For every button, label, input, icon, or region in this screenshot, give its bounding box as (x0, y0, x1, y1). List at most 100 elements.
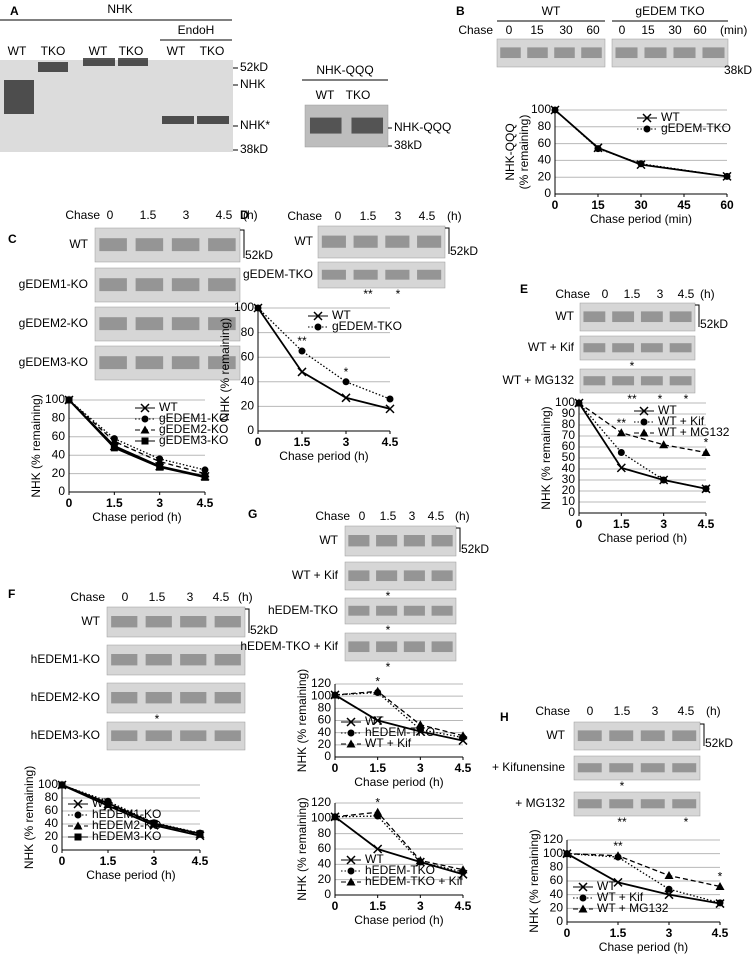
time-label: 1.5 (149, 590, 166, 604)
y-tick-label: 20 (538, 169, 552, 183)
x-tick-label: 4.5 (455, 899, 472, 913)
x-tick-label: 0 (576, 517, 583, 531)
blot-band (609, 799, 634, 809)
blot-band (403, 641, 425, 653)
y-tick-label: 0 (324, 887, 331, 901)
blot-band (83, 58, 115, 66)
significance: * (386, 623, 391, 637)
legend-marker (74, 811, 82, 819)
point (297, 367, 307, 377)
time-label: 0 (122, 590, 129, 604)
blot (94, 306, 241, 342)
point (415, 720, 425, 729)
blot-band (581, 47, 602, 59)
unit-label: (min) (720, 23, 747, 37)
legend-marker (346, 877, 356, 886)
legend-marker (314, 323, 322, 331)
point (613, 877, 623, 887)
y-tick-label: 100 (543, 846, 563, 860)
x-tick-label: 4.5 (698, 517, 715, 531)
legend-label: hEDEM2-KO (92, 818, 161, 832)
blot-band (385, 235, 410, 248)
blot-band (353, 235, 378, 248)
group-label: gEDEM TKO (635, 4, 704, 18)
x-tick-label: 0 (332, 899, 339, 913)
legend-label: WT (597, 879, 616, 893)
series-line (554, 109, 728, 178)
blot-band (640, 763, 665, 773)
point (330, 690, 340, 699)
size-marker: 38kD (240, 142, 268, 156)
lane-label: TKO (41, 44, 66, 58)
y-tick-label: 60 (550, 873, 564, 887)
marker-bracket (700, 723, 705, 746)
blot-band (118, 58, 148, 66)
row-label: + MG132 (515, 796, 565, 810)
size-marker: NHK* (240, 118, 270, 132)
x-tick-label: 1.5 (369, 899, 386, 913)
x-tick-label: 4.5 (192, 854, 209, 868)
legend-label: gEDEM-TKO (332, 319, 402, 333)
point (201, 473, 209, 481)
blot-band (180, 730, 207, 742)
x-tick-label: 3 (156, 496, 163, 510)
y-tick-label: 40 (241, 374, 255, 388)
blot-band (351, 117, 384, 134)
x-tick-label: 45 (677, 198, 691, 212)
x-tick-label: 3 (151, 854, 158, 868)
y-tick-label: 20 (550, 901, 564, 915)
y-tick-label: 40 (562, 461, 576, 475)
blot-band (702, 47, 725, 59)
blot-band (403, 535, 425, 547)
blot-band (417, 269, 442, 280)
significance: * (375, 674, 380, 688)
time-label: 4.5 (216, 208, 233, 222)
lane-label: WT (316, 88, 335, 102)
time-label: 4.5 (419, 209, 436, 223)
legend-marker (642, 113, 652, 123)
significance: * (658, 392, 663, 406)
significance: ** (297, 334, 307, 348)
panel-letter: E (520, 282, 528, 296)
blot-band (609, 730, 634, 742)
point (373, 807, 383, 816)
y-tick-label: 40 (318, 857, 332, 871)
time-label: 0 (359, 509, 366, 523)
row-label: gEDEM-TKO (243, 267, 313, 281)
y-tick-label: 20 (241, 399, 255, 413)
blot-band (38, 62, 68, 72)
time-label: 3 (187, 590, 194, 604)
time-label: 15 (641, 23, 655, 37)
point (665, 885, 673, 893)
legend-label: WT + MG132 (658, 425, 730, 439)
y-tick-label: 60 (562, 439, 576, 453)
point (373, 686, 383, 695)
blot (573, 791, 701, 817)
legend-marker (73, 799, 83, 809)
x-axis-label: Chase period (h) (354, 775, 443, 789)
point (701, 448, 711, 456)
x-tick-label: 15 (591, 198, 605, 212)
y-tick-label: 50 (562, 450, 576, 464)
size-marker: NHK-QQQ (394, 120, 451, 134)
significance: ** (627, 392, 637, 406)
time-label: 15 (530, 23, 544, 37)
point (458, 865, 468, 874)
x-tick-label: 1.5 (100, 854, 117, 868)
time-label: 0 (506, 23, 513, 37)
unit-label: (h) (700, 287, 715, 301)
blot-band (171, 317, 200, 331)
blot-band (197, 116, 229, 124)
point (617, 449, 625, 456)
legend-label: WT + Kif (658, 414, 705, 428)
x-axis-label: Chase period (min) (590, 212, 692, 226)
legend-label: gEDEM-TKO (661, 121, 731, 135)
significance: * (386, 660, 391, 674)
x-tick-label: 30 (634, 198, 648, 212)
series-line (334, 811, 464, 871)
y-tick-label: 10 (562, 494, 576, 508)
point (150, 819, 158, 827)
blot-band (640, 311, 663, 323)
legend-label: WT (92, 796, 111, 810)
row-label: hEDEM1-KO (31, 652, 100, 666)
